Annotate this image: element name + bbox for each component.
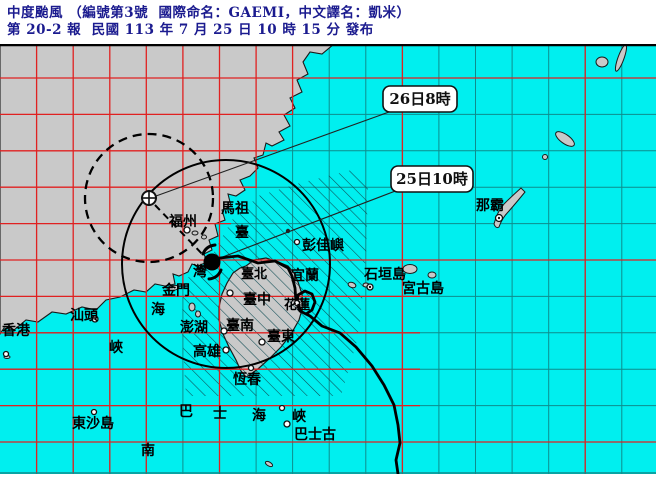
marker-taitung-dot <box>258 338 266 346</box>
map-label-taichung: 臺中 <box>243 291 271 308</box>
miyako-island <box>427 271 437 279</box>
storm-wind-radius-circle <box>121 159 331 369</box>
grid-red-layer <box>0 44 656 474</box>
penghu-island-south <box>195 310 201 318</box>
marker-dongsha-dot <box>90 408 98 416</box>
forecast-track-dashed-line <box>154 204 207 259</box>
map-label-dongsha: 東沙島 <box>72 415 114 432</box>
marker-basco-dot <box>283 420 291 428</box>
forecast-position-symbol <box>141 190 157 206</box>
map-label-strait-wan: 灣 <box>193 263 207 280</box>
map-label-fuzhou: 福州 <box>168 213 197 230</box>
marker-tainan-dot <box>220 327 228 335</box>
map-label-kaohsiung: 高雄 <box>193 343 221 360</box>
marker-kaohsiung-dot <box>222 346 230 354</box>
okinoerabu-island <box>555 131 575 147</box>
amami-island <box>595 56 609 68</box>
map-label-strait-xia: 峽 <box>109 339 124 356</box>
map-label-taipei: 臺北 <box>241 266 267 282</box>
marker-taichung-dot <box>226 289 234 297</box>
map-label-hongkong: 香港 <box>1 322 31 339</box>
map-label-strait-tai: 臺 <box>235 224 249 241</box>
callout-26day: 26日8時 <box>382 85 458 113</box>
taiwan-island <box>218 257 304 378</box>
city-markers-layer <box>2 213 504 428</box>
map-label-bashi-xia: 峽 <box>292 408 307 425</box>
marker-ishigaki-dot-inner <box>368 285 372 289</box>
map-label-shantou: 汕頭 <box>70 307 99 324</box>
leader-line-26day <box>155 111 390 197</box>
map-label-bashi-ba: 巴 <box>179 404 193 420</box>
taiwan-hatch-overlay <box>219 258 303 377</box>
report-issued-line: 第 20-2 報 民國 113 年 7 月 25 日 10 時 15 分 發布 <box>7 22 374 38</box>
callout-25day: 25日10時 <box>390 165 474 193</box>
islet-west-ishigaki <box>347 281 357 289</box>
map-label-bashi-hai: 海 <box>252 407 266 424</box>
map-label-bashi-shi: 士 <box>213 405 227 422</box>
map-label-pengjiayu: 彭佳嶼 <box>302 237 344 254</box>
marker-bashi-islet-dot <box>278 404 286 412</box>
leader-line-25day <box>219 189 399 259</box>
map-label-hualien: 花蓮 <box>284 297 310 313</box>
map-label-strait-hai: 海 <box>151 301 165 318</box>
marker-hongkong-dot <box>2 350 10 358</box>
map-area: 福州 馬祖臺灣海峽臺北 宜蘭 彭佳嶼 臺中 花蓮 臺南 高雄 臺東 恆春 澎湖 金門 汕頭 香港 東沙島南巴… <box>0 43 656 476</box>
map-label-penghu: 澎湖 <box>180 319 208 336</box>
map-label-basco: 巴士古 <box>294 426 336 443</box>
map-label-nanhai: 南 <box>141 442 155 459</box>
typhoon-title-line: 中度颱風 （編號第3號 國際命名：GAEMI，中文譯名：凱米） <box>7 5 411 21</box>
marker-shantou-dot <box>91 315 99 323</box>
map-label-kinmen: 金門 <box>161 282 190 299</box>
map-label-miyako: 宮古島 <box>402 280 444 297</box>
map-label-naha: 那霸 <box>476 198 504 214</box>
map-label-mazu: 馬祖 <box>221 200 249 217</box>
typhoon-past-track <box>210 254 402 476</box>
tiny-island <box>542 154 548 160</box>
fuzhou-islet-2 <box>201 234 207 240</box>
marker-mazu-islet <box>285 228 291 234</box>
batan-islet <box>264 460 274 468</box>
marker-hengchun-dot <box>247 364 255 372</box>
map-label-taitung: 臺東 <box>267 328 295 345</box>
penghu-island-north <box>188 302 196 312</box>
fuzhou-islet-1 <box>191 230 199 236</box>
marker-naha-dot-inner <box>497 216 501 220</box>
map-label-ishigaki: 石垣島 <box>363 266 406 283</box>
callout-26day-label: 26日8時 <box>389 90 450 108</box>
marker-pengjiayu-dot <box>293 238 301 246</box>
map-label-hengchun: 恆春 <box>232 371 262 388</box>
map-label-yilan: 宜蘭 <box>291 267 319 284</box>
callout-25day-label: 25日10時 <box>396 170 468 188</box>
kinmen-island <box>166 284 180 292</box>
typhoon-center-symbol <box>201 243 223 281</box>
marker-fuzhou-dot <box>183 226 191 234</box>
map-header: 中度颱風 （編號第3號 國際命名：GAEMI，中文譯名：凱米） 第 20-2 報… <box>0 0 656 44</box>
marker-hualien-dot <box>293 299 301 307</box>
map-label-tainan: 臺南 <box>226 317 254 334</box>
forecast-probability-circle <box>83 132 215 264</box>
